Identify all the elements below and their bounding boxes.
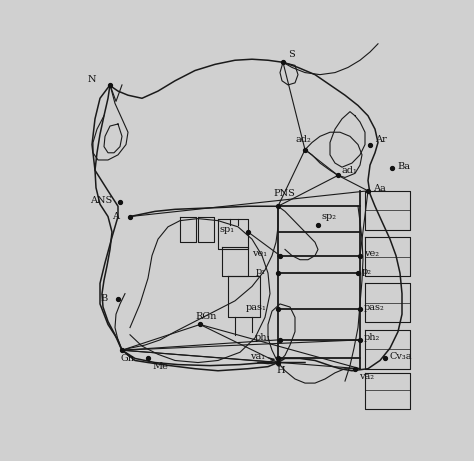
Text: sp₂: sp₂ (322, 212, 337, 221)
Text: PNS: PNS (273, 189, 295, 198)
Text: Gn: Gn (120, 354, 134, 363)
Text: A: A (112, 212, 119, 221)
Text: Cv₃a: Cv₃a (390, 352, 412, 361)
Text: S: S (288, 50, 295, 59)
Text: Ar: Ar (375, 135, 387, 144)
Text: Me: Me (152, 362, 168, 371)
Text: Ba: Ba (397, 162, 410, 171)
Text: H: H (276, 366, 284, 375)
Text: ve₂: ve₂ (364, 249, 379, 258)
Text: B: B (100, 294, 107, 303)
Text: ve₁: ve₁ (252, 249, 267, 258)
Text: ad₁: ad₁ (342, 166, 358, 175)
Text: N: N (88, 75, 97, 84)
Text: va₂: va₂ (359, 372, 374, 381)
Text: va₁: va₁ (250, 352, 265, 361)
Text: ph₂: ph₂ (364, 333, 380, 343)
Text: sp₁: sp₁ (220, 225, 235, 234)
Text: ph₁: ph₁ (255, 333, 272, 343)
Text: p₁: p₁ (256, 266, 266, 276)
Text: Aa: Aa (373, 184, 386, 193)
Text: RGn: RGn (195, 312, 216, 321)
Text: p₂: p₂ (362, 266, 372, 276)
Text: ANS: ANS (90, 195, 112, 205)
Text: pas₂: pas₂ (364, 302, 385, 312)
Text: pas₁: pas₁ (246, 302, 267, 312)
Text: ad₂: ad₂ (295, 135, 311, 144)
